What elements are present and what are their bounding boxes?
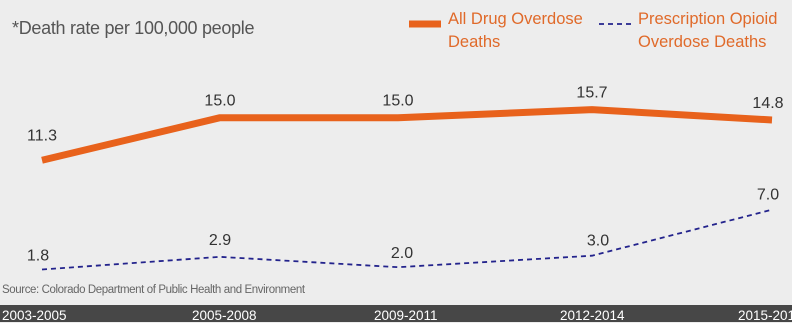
data-label-0-3: 15.7 — [576, 85, 607, 102]
x-tick-label-2: 2009-2011 — [374, 308, 438, 323]
data-label-0-1: 15.0 — [204, 93, 235, 110]
data-label-1-4: 7.0 — [757, 187, 779, 204]
data-label-0-0: 11.3 — [27, 127, 57, 144]
data-label-1-1: 2.9 — [209, 232, 231, 249]
legend-swatch-dashed — [599, 23, 631, 25]
data-label-0-4: 14.8 — [752, 95, 783, 112]
chart-note: *Death rate per 100,000 people — [12, 18, 255, 38]
data-label-1-2: 2.0 — [391, 245, 413, 262]
series-line-1 — [41, 208, 773, 271]
legend-swatch-solid — [409, 20, 441, 28]
x-tick-label-0: 2003-2005 — [2, 308, 67, 323]
data-label-1-3: 3.0 — [587, 233, 609, 250]
legend-label-prescription-opioid: Prescription Opioid Overdose Deaths — [638, 10, 778, 51]
legend-label-all-drug: All Drug Overdose Deaths — [448, 10, 583, 51]
data-label-1-0: 1.8 — [27, 248, 49, 265]
source-note: Source: Colorado Department of Public He… — [2, 284, 305, 296]
data-label-0-2: 15.0 — [382, 93, 413, 110]
x-tick-label-3: 2012-2014 — [560, 308, 625, 323]
x-tick-label-4: 2015-2017 — [738, 308, 792, 323]
x-axis-bar — [0, 305, 792, 322]
x-tick-label-1: 2005-2008 — [192, 308, 257, 323]
series-line-0 — [41, 106, 773, 164]
